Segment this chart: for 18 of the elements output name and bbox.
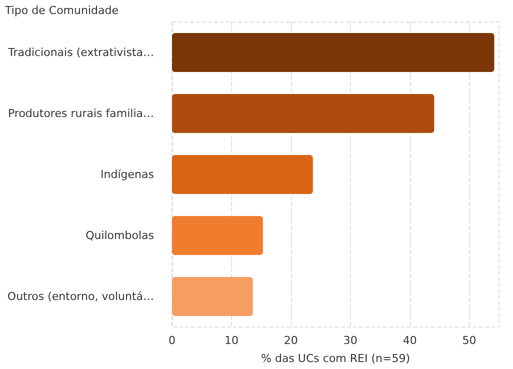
x-tick-label: 40 <box>402 334 417 347</box>
y-tick-label: Indígenas <box>100 168 154 181</box>
bar <box>172 32 494 72</box>
x-tick-label: 10 <box>224 334 238 347</box>
bar <box>172 94 434 134</box>
y-axis-title: Tipo de Comunidade <box>4 4 119 17</box>
y-tick-label: Quilombolas <box>86 229 154 242</box>
bar <box>172 216 263 256</box>
x-axis-title: % das UCs com REI (n=59) <box>261 352 410 365</box>
y-tick-label: Tradicionais (extrativista… <box>7 46 154 59</box>
x-tick-label: 0 <box>168 334 176 347</box>
bar <box>172 276 253 316</box>
x-tick-label: 50 <box>462 334 476 347</box>
y-tick-label: Outros (entorno, voluntá… <box>7 290 154 303</box>
x-tick-label: 20 <box>284 334 298 347</box>
bar <box>172 154 313 194</box>
y-tick-label: Produtores rurais familia… <box>8 107 154 120</box>
x-tick-label: 30 <box>343 334 358 347</box>
